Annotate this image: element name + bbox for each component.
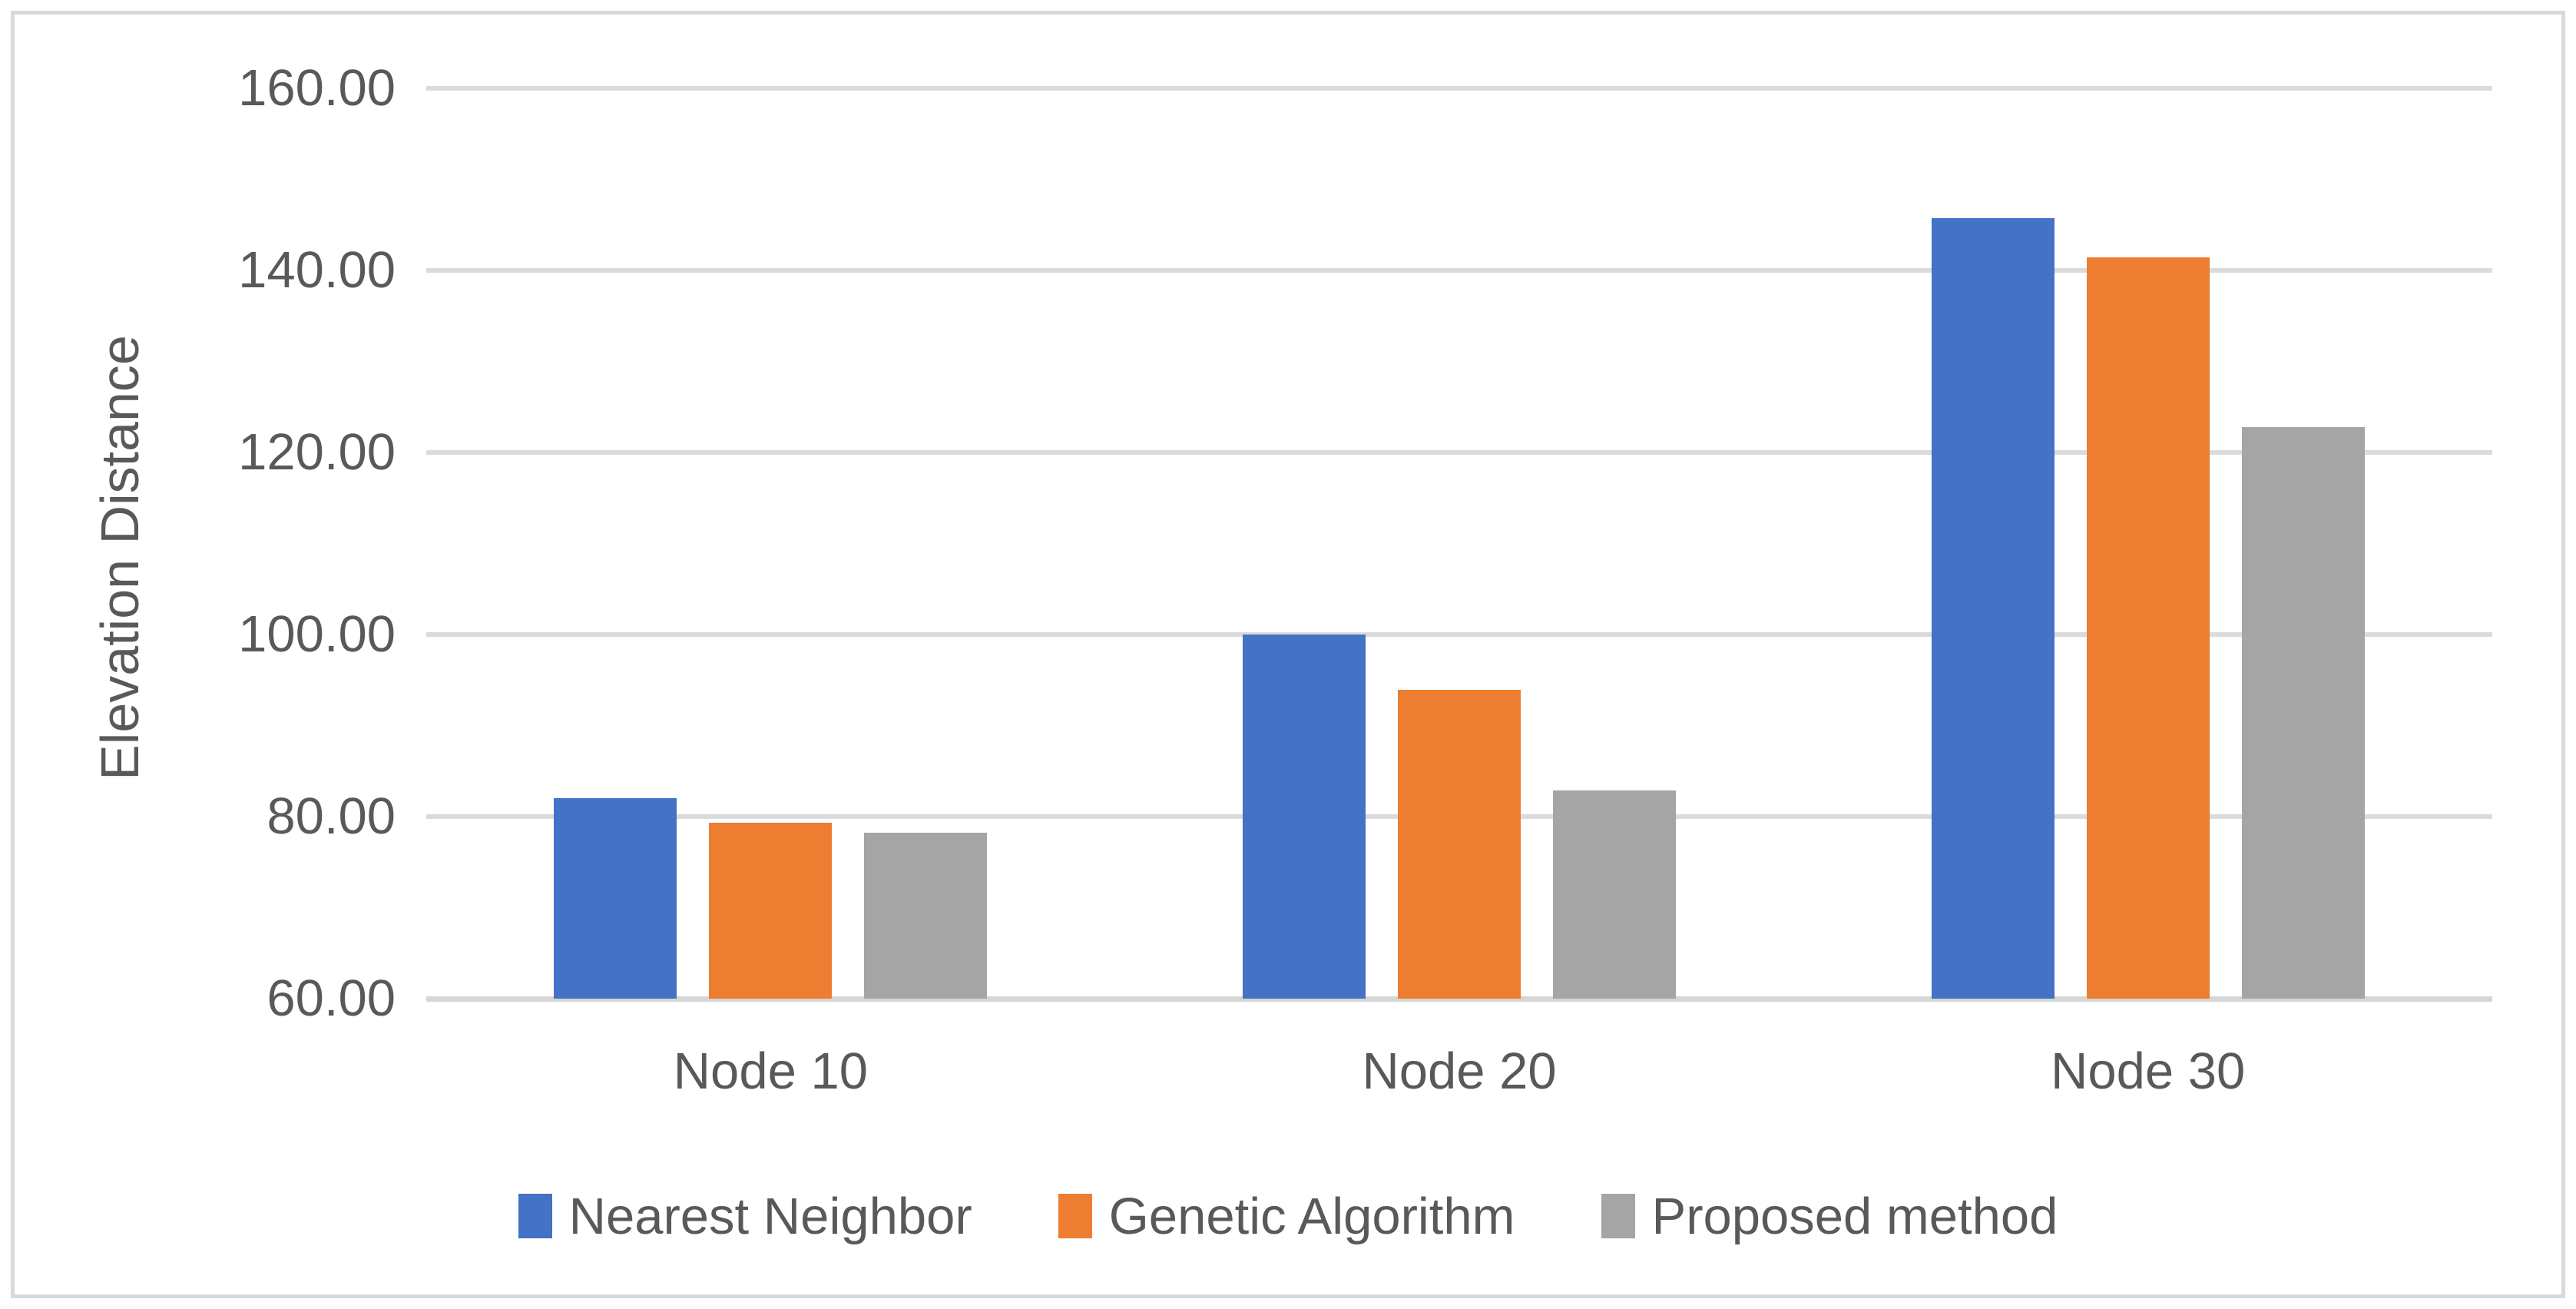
- legend-item-nearest-neighbor: Nearest Neighbor: [518, 1187, 972, 1246]
- legend-swatch-icon: [1601, 1194, 1635, 1238]
- legend-swatch-icon: [1058, 1194, 1092, 1238]
- legend-label: Proposed method: [1651, 1187, 2058, 1245]
- legend-label: Nearest Neighbor: [568, 1187, 972, 1245]
- x-axis-category-label: Node 20: [1362, 1042, 1557, 1100]
- y-axis-tick-label: 140.00: [238, 241, 396, 299]
- legend: Nearest Neighbor Genetic Algorithm Propose…: [15, 1181, 2561, 1251]
- bar-nearest-neighbor-node-20: [1243, 635, 1366, 999]
- y-axis-tick-label: 100.00: [238, 605, 396, 663]
- bar-proposed-method-node-10: [864, 833, 988, 999]
- y-axis-tick-label: 80.00: [267, 787, 396, 845]
- bar-proposed-method-node-20: [1553, 790, 1676, 999]
- bar-genetic-algorithm-node-30: [2086, 257, 2210, 999]
- x-axis-category-label: Node 10: [673, 1042, 868, 1100]
- y-axis-tick-label: 60.00: [267, 969, 396, 1027]
- bar-genetic-algorithm-node-20: [1398, 690, 1521, 999]
- gridline: [426, 86, 2492, 91]
- y-axis-tick-label: 160.00: [238, 59, 396, 117]
- legend-item-genetic-algorithm: Genetic Algorithm: [1058, 1187, 1515, 1246]
- legend-swatch-icon: [518, 1194, 552, 1238]
- legend-item-proposed-method: Proposed method: [1601, 1187, 2058, 1246]
- bar-nearest-neighbor-node-10: [554, 798, 677, 999]
- x-axis-line: [426, 996, 2492, 1002]
- y-axis-tick-label: 120.00: [238, 423, 396, 481]
- legend-label: Genetic Algorithm: [1108, 1187, 1515, 1245]
- gridline: [426, 268, 2492, 273]
- gridline: [426, 632, 2492, 637]
- y-axis-title: Elevation Distance: [90, 335, 150, 780]
- x-axis-category-label: Node 30: [2051, 1042, 2246, 1100]
- bar-nearest-neighbor-node-30: [1931, 218, 2055, 999]
- bar-proposed-method-node-30: [2241, 426, 2365, 999]
- bar-genetic-algorithm-node-10: [709, 823, 833, 999]
- chart-frame: Elevation Distance 60.00 80.00 100.00 120.0…: [11, 11, 2565, 1298]
- gridline: [426, 450, 2492, 455]
